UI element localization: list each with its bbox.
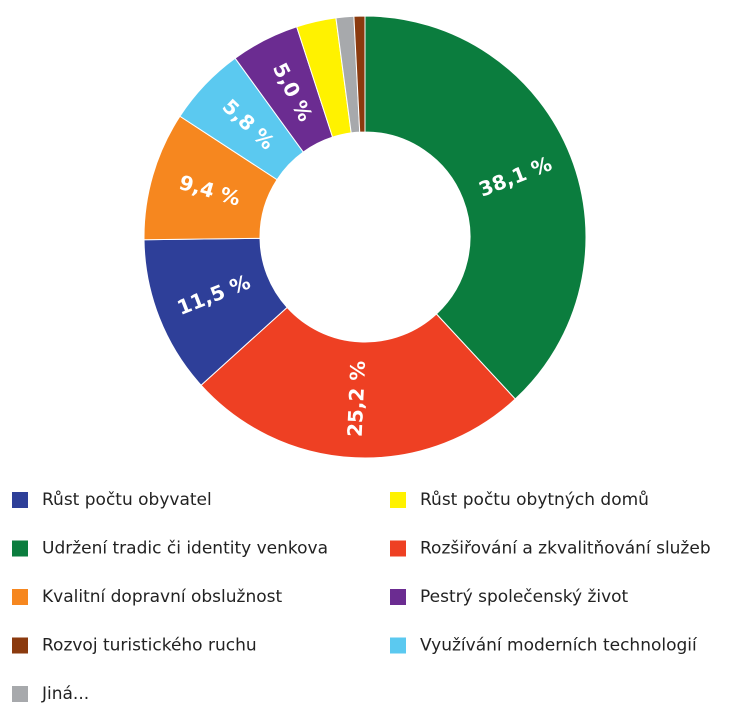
- donut-slice: [364, 15, 587, 400]
- legend-swatch: [12, 540, 28, 557]
- legend-label: Udržení tradic či identity venkova: [42, 539, 328, 559]
- legend-label: Růst počtu obytných domů: [420, 490, 649, 510]
- legend-label: Jiná...: [41, 684, 89, 704]
- legend-swatch: [390, 540, 406, 557]
- legend-label: Kvalitní dopravní obslužnost: [42, 587, 282, 607]
- legend-swatch: [390, 589, 406, 605]
- legend-swatch: [390, 492, 406, 508]
- donut-slice: [200, 306, 516, 459]
- legend-label: Pestrý společenský život: [420, 587, 629, 607]
- legend-label: Využívání moderních technologií: [420, 636, 698, 656]
- legend-swatch: [390, 637, 406, 654]
- legend-swatch: [12, 492, 28, 508]
- legend-swatch: [12, 589, 28, 605]
- legend-swatch: [12, 686, 28, 702]
- legend-label: Rozvoj turistického ruchu: [42, 636, 257, 656]
- legend-swatch: [12, 637, 28, 654]
- legend-label: Rozšiřování a zkvalitňování služeb: [420, 539, 711, 559]
- legend-label: Růst počtu obyvatel: [42, 490, 212, 510]
- donut-slice: [353, 15, 366, 133]
- data-label: 25,2 %: [343, 360, 370, 437]
